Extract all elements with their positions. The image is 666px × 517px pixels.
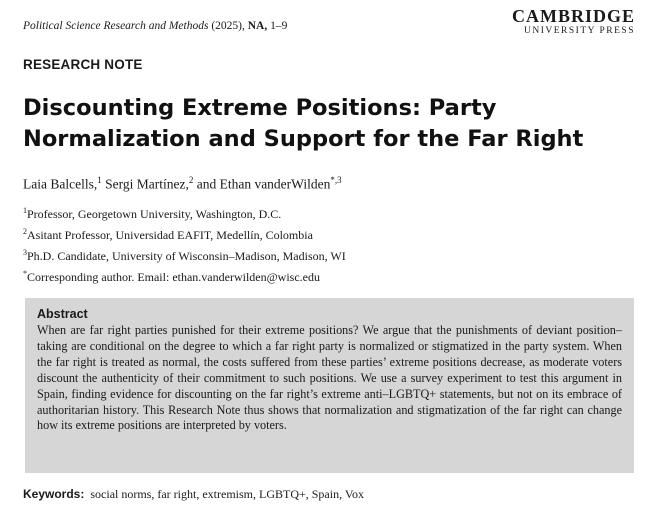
author-affil-mark: 1: [97, 175, 102, 185]
affiliation-mark: 2: [23, 227, 27, 236]
corresponding-author-text: Corresponding author. Email: ethan.vande…: [27, 270, 320, 284]
paper-title: Discounting Extreme Positions: Party Nor…: [23, 95, 584, 152]
author-name: Laia Balcells,: [23, 176, 98, 192]
affiliation-mark: 3: [23, 248, 27, 257]
keywords-text: social norms, far right, extremism, LGBT…: [90, 487, 364, 501]
abstract-text: When are far right parties punished for …: [37, 323, 622, 433]
journal-pages: 1–9: [270, 20, 288, 32]
affiliation-mark: *: [23, 269, 27, 278]
keywords-label: Keywords:: [23, 487, 85, 501]
author-name: Ethan vanderWilden: [219, 176, 331, 192]
affiliation: 1Professor, Georgetown University, Washi…: [23, 202, 346, 223]
affiliation-text: Professor, Georgetown University, Washin…: [27, 207, 282, 221]
author-affil-mark: *,3: [330, 175, 342, 185]
affiliation-text: Ph.D. Candidate, University of Wisconsin…: [27, 249, 346, 263]
journal-volume: NA,: [247, 20, 268, 32]
affiliation-text: Asitant Professor, Universidad EAFIT, Me…: [27, 228, 313, 242]
keywords: Keywords: social norms, far right, extrem…: [23, 487, 364, 502]
affiliation: 3Ph.D. Candidate, University of Wisconsi…: [23, 244, 346, 265]
publisher-subtitle: UNIVERSITY PRESS: [523, 26, 635, 36]
author-conjunction: and: [196, 176, 217, 192]
corresponding-author: *Corresponding author. Email: ethan.vand…: [23, 265, 346, 286]
affiliation-mark: 1: [23, 206, 27, 215]
affiliation: 2Asitant Professor, Universidad EAFIT, M…: [23, 223, 346, 244]
publisher-name: CAMBRIDGE: [511, 6, 635, 26]
affiliation-list: 1Professor, Georgetown University, Washi…: [23, 202, 346, 286]
journal-year: (2025),: [211, 20, 245, 32]
journal-name: Political Science Research and Methods: [23, 20, 209, 32]
abstract-box: Abstract When are far right parties puni…: [25, 298, 634, 473]
author-name: Sergi Martínez,: [105, 176, 189, 192]
author-list: Laia Balcells,1 Sergi Martínez,2 and Eth…: [23, 175, 342, 193]
article-type: RESEARCH NOTE: [23, 57, 143, 72]
publisher-logo: CAMBRIDGE UNIVERSITY PRESS: [512, 7, 635, 37]
abstract-heading: Abstract: [37, 307, 88, 321]
journal-citation: Political Science Research and Methods (…: [23, 20, 287, 32]
author-affil-mark: 2: [188, 175, 194, 185]
